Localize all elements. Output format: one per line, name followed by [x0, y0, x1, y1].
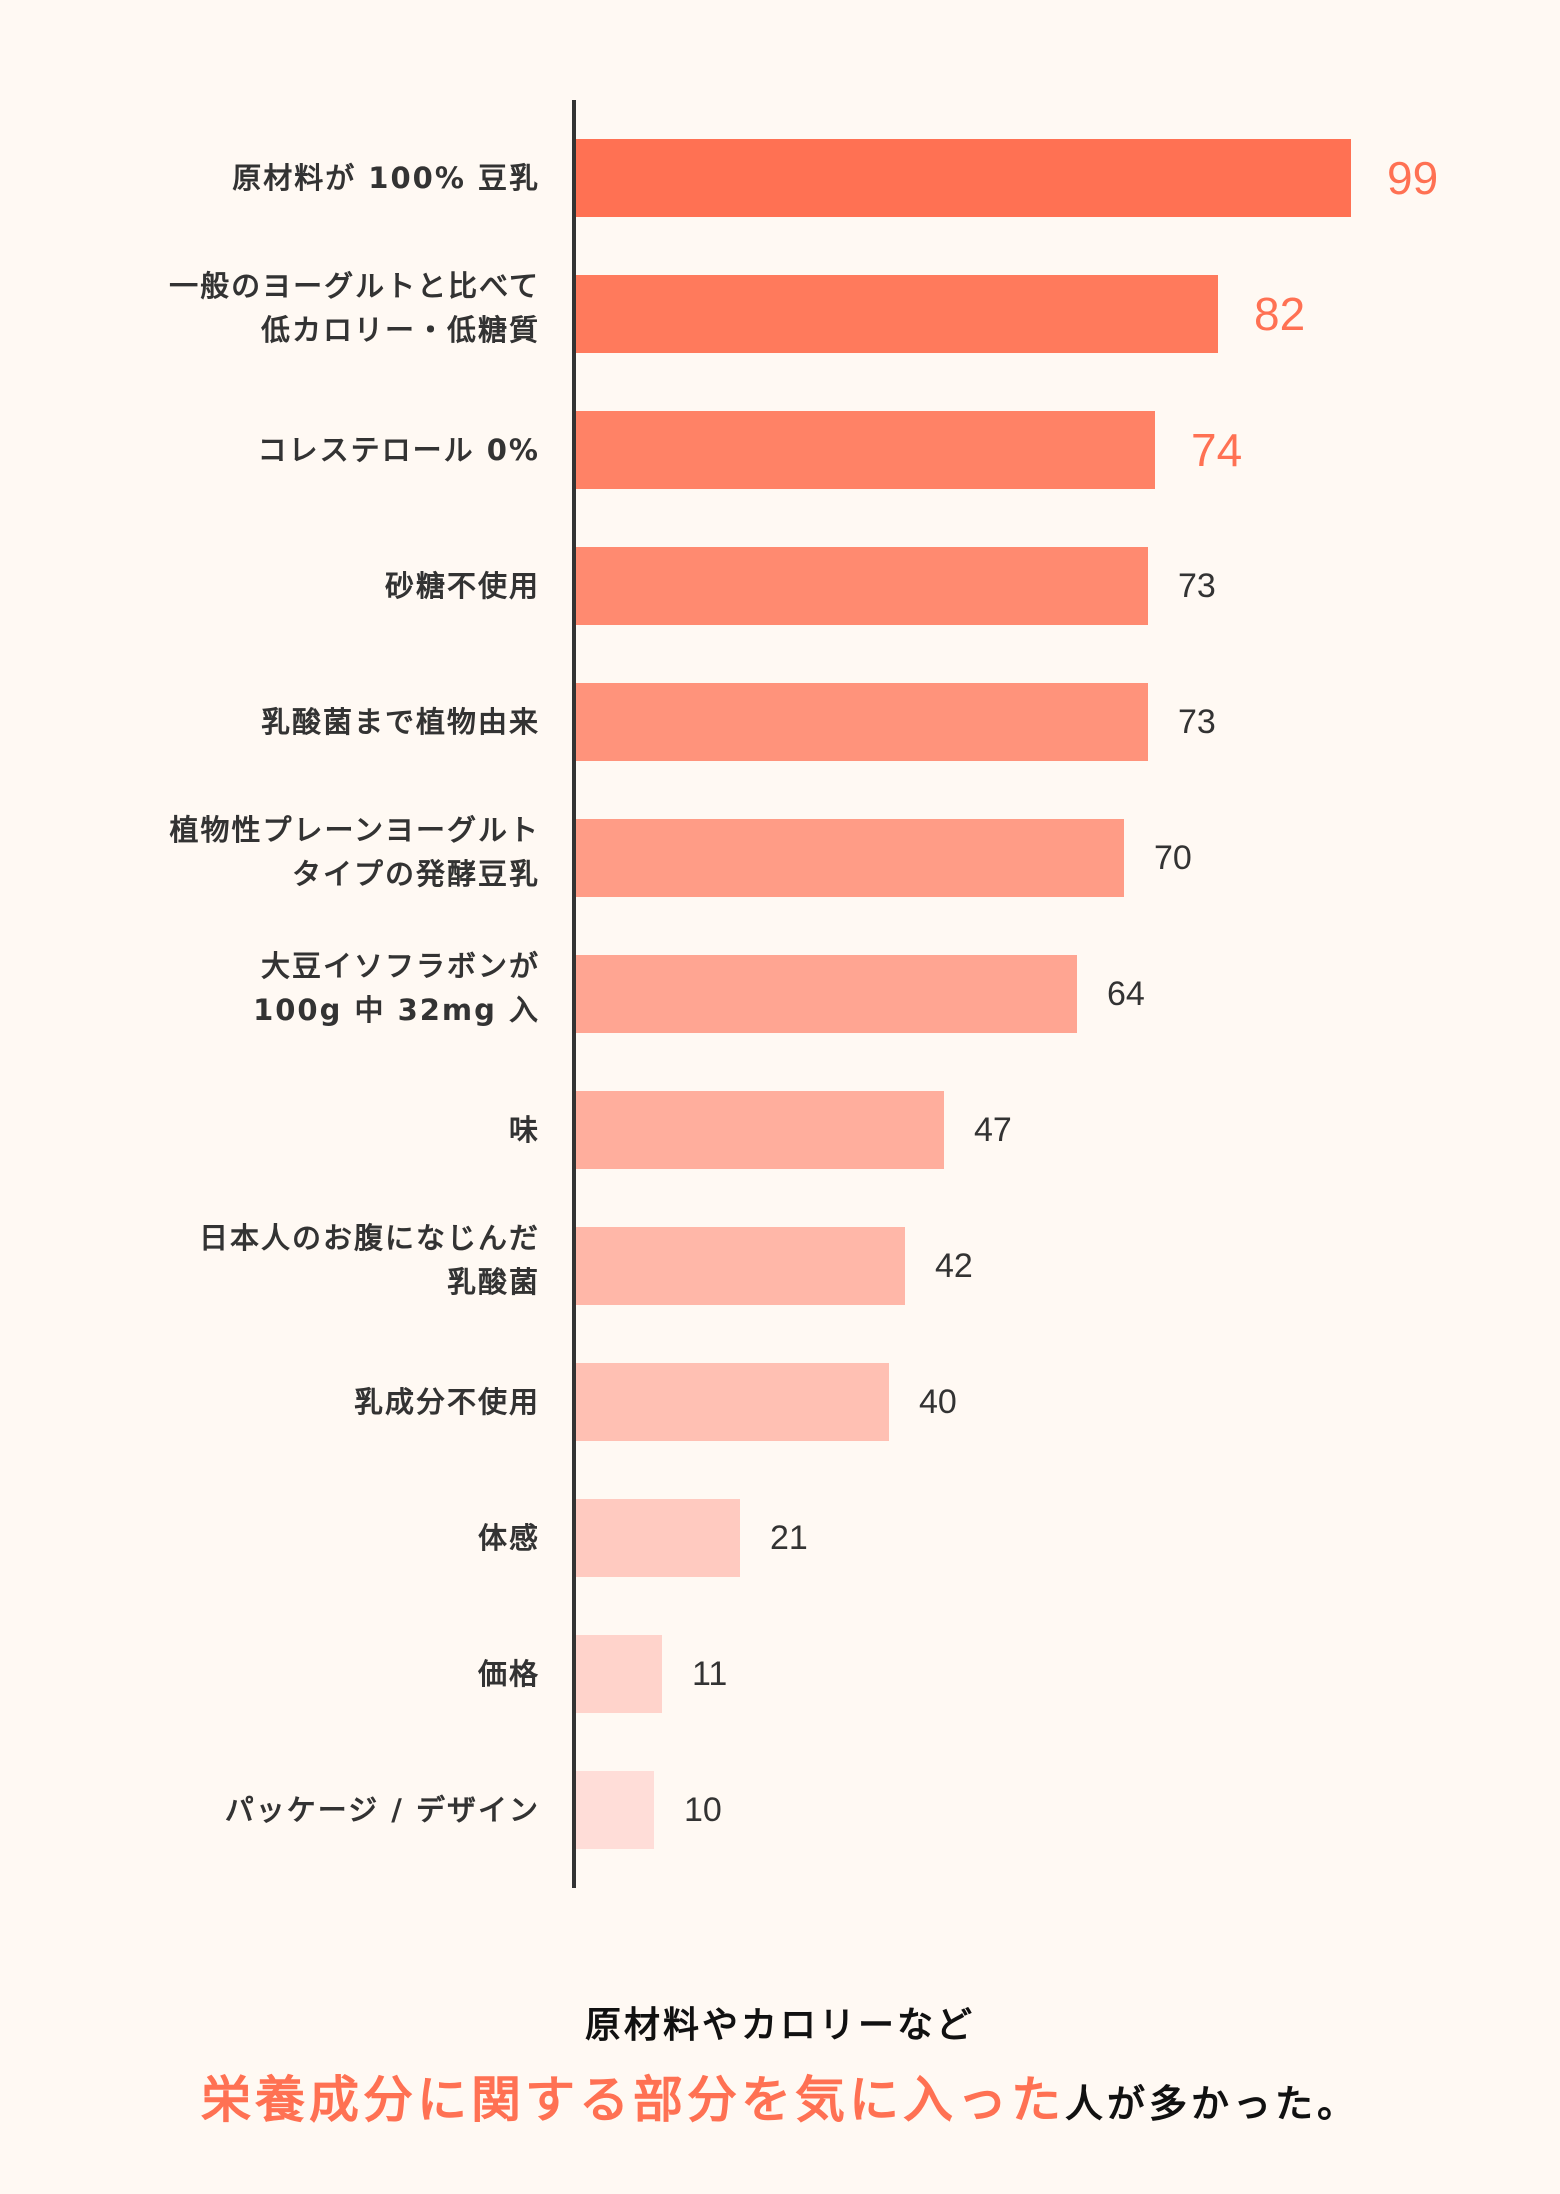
caption-rest: 人が多かった。 [1064, 2082, 1359, 2126]
category-label: 味 [509, 1091, 540, 1169]
category-label-line: 味 [508, 1113, 540, 1147]
bar [576, 1635, 662, 1713]
value-label: 74 [1191, 424, 1243, 476]
category-label: 植物性プレーンヨーグルトタイプの発酵豆乳 [169, 813, 540, 891]
category-label: 原材料が 100% 豆乳 [232, 139, 540, 217]
bar [576, 819, 1124, 897]
value-label: 73 [1178, 702, 1216, 741]
bar-row: 日本人のお腹になじんだ乳酸菌 42 [0, 1221, 1560, 1305]
bar-row: 植物性プレーンヨーグルトタイプの発酵豆乳 70 [0, 813, 1560, 897]
category-label: 体感 [478, 1499, 540, 1577]
category-label-line: 乳酸菌まで植物由来 [260, 705, 540, 739]
caption-line-1: 原材料やカロリーなど [584, 2005, 975, 2046]
category-label-line: 砂糖不使用 [384, 569, 540, 603]
category-label-line: 低カロリー・低糖質 [260, 313, 540, 347]
bar [576, 275, 1218, 353]
value-label: 99 [1387, 152, 1439, 204]
bar [576, 683, 1148, 761]
category-label-line: 一般のヨーグルトと比べて [169, 269, 540, 303]
category-label: 乳成分不使用 [354, 1363, 540, 1441]
category-label-line: 乳酸菌 [446, 1265, 540, 1299]
bar-row: 味 47 [0, 1091, 1560, 1169]
category-label-line: 100g 中 32mg 入 [253, 993, 540, 1027]
bar [576, 1091, 944, 1169]
category-label-line: 原材料が 100% 豆乳 [232, 161, 540, 195]
bar [576, 1499, 740, 1577]
value-label: 64 [1107, 974, 1145, 1013]
bar-row: 原材料が 100% 豆乳 99 [0, 139, 1560, 217]
bar-row: コレステロール 0% 74 [0, 411, 1560, 489]
value-label: 21 [770, 1518, 808, 1557]
bar [576, 139, 1351, 217]
bar [576, 1363, 889, 1441]
category-label: 日本人のお腹になじんだ乳酸菌 [199, 1221, 540, 1299]
bar-row: 体感 21 [0, 1499, 1560, 1577]
value-label: 40 [919, 1382, 957, 1421]
bar-row: 一般のヨーグルトと比べて低カロリー・低糖質 82 [0, 269, 1560, 353]
category-label-line: コレステロール 0% [257, 433, 540, 467]
category-label: 乳酸菌まで植物由来 [261, 683, 540, 761]
value-label: 11 [692, 1654, 728, 1693]
bar-row: 価格 11 [0, 1635, 1560, 1713]
category-label-line: 乳成分不使用 [353, 1385, 540, 1419]
category-label-line: タイプの発酵豆乳 [291, 857, 540, 891]
bar-row: 砂糖不使用 73 [0, 547, 1560, 625]
category-label-line: 大豆イソフラボンが [260, 949, 540, 983]
category-label-line: 価格 [477, 1657, 540, 1691]
caption-line-2: 栄養成分に関する部分を気に入った人が多かった。 [0, 2060, 1560, 2132]
value-label: 82 [1254, 288, 1306, 340]
category-label: 砂糖不使用 [385, 547, 540, 625]
category-label-line: 体感 [477, 1521, 540, 1555]
value-label: 47 [974, 1110, 1012, 1149]
bar-row: 乳酸菌まで植物由来 73 [0, 683, 1560, 761]
y-axis-line [572, 100, 576, 1888]
category-label-line: 植物性プレーンヨーグルト [169, 813, 540, 847]
bar-row: 大豆イソフラボンが 100g 中 32mg 入 64 [0, 949, 1560, 1033]
category-label: 一般のヨーグルトと比べて低カロリー・低糖質 [169, 269, 540, 347]
value-label: 70 [1154, 838, 1192, 877]
bar [576, 1227, 905, 1305]
value-label: 42 [935, 1246, 973, 1285]
category-label-line: 日本人のお腹になじんだ [198, 1221, 540, 1255]
category-label: パッケージ / デザイン [225, 1771, 540, 1849]
category-label: 価格 [478, 1635, 540, 1713]
category-label: コレステロール 0% [258, 411, 540, 489]
value-label: 10 [684, 1790, 722, 1829]
bar [576, 411, 1155, 489]
bar [576, 1771, 654, 1849]
bar [576, 547, 1148, 625]
bar-row: パッケージ / デザイン 10 [0, 1771, 1560, 1849]
bar [576, 955, 1077, 1033]
bar-row: 乳成分不使用 40 [0, 1363, 1560, 1441]
category-label: 大豆イソフラボンが 100g 中 32mg 入 [253, 949, 540, 1027]
caption-emphasis: 栄養成分に関する部分を気に入った [200, 2071, 1065, 2129]
value-label: 73 [1178, 566, 1216, 605]
category-label-line: パッケージ / デザイン [224, 1793, 540, 1827]
